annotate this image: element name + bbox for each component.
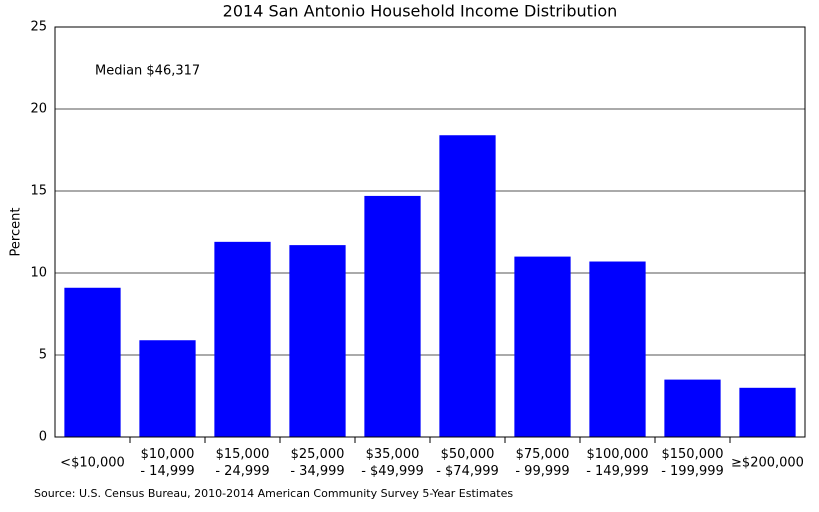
x-tick-label: $10,000- 14,999 (140, 447, 194, 479)
bar (214, 241, 271, 437)
y-tick-label: 5 (39, 348, 47, 363)
y-tick-label: 25 (30, 20, 47, 35)
source-note: Source: U.S. Census Bureau, 2010-2014 Am… (34, 487, 513, 500)
x-tick-label: ≥$200,000 (731, 456, 804, 471)
x-tick-label: $150,000- 199,999 (661, 447, 724, 479)
x-tick-label: <$10,000 (60, 456, 125, 471)
chart-title: 2014 San Antonio Household Income Distri… (223, 2, 618, 21)
bar (739, 387, 796, 437)
y-tick-label: 0 (39, 430, 47, 445)
x-tick-label: $75,000- 99,999 (515, 447, 569, 479)
x-tick-label: $15,000- 24,999 (215, 447, 269, 479)
y-tick-label: 20 (30, 102, 47, 117)
y-tick-label: 10 (30, 266, 47, 281)
x-tick-label: $35,000- $49,999 (361, 447, 424, 479)
bar (289, 245, 346, 437)
bar (364, 195, 421, 437)
y-axis-label: Percent (9, 208, 24, 257)
annotation: Median $46,317 (95, 64, 200, 79)
bar (664, 379, 721, 437)
bar (439, 135, 496, 438)
bar (64, 287, 121, 437)
x-tick-label: $50,000- $74,999 (436, 447, 499, 479)
y-tick-label: 15 (30, 184, 47, 199)
x-tick-label: $25,000- 34,999 (290, 447, 344, 479)
bar (139, 340, 196, 437)
x-tick-label: $100,000- 149,999 (586, 447, 649, 479)
bar (589, 261, 646, 437)
bar (514, 256, 571, 437)
